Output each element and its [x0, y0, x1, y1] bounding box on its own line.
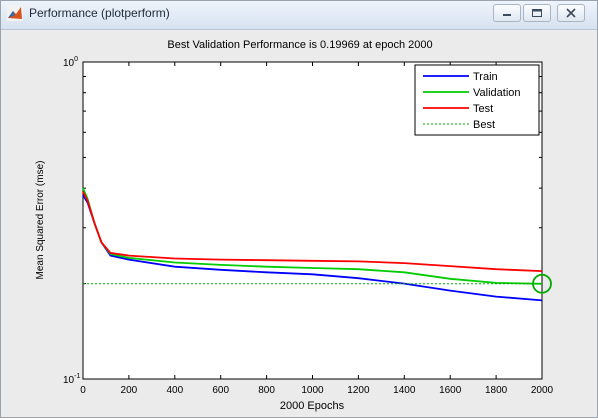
matlab-app-icon: [7, 5, 23, 21]
best-point-marker: [532, 273, 552, 294]
window-title: Performance (plotperform): [29, 6, 170, 20]
title-bar[interactable]: Performance (plotperform): [1, 1, 597, 30]
minimize-button[interactable]: [493, 4, 521, 22]
figure-area: Best Validation Performance is 0.19969 a…: [5, 30, 595, 415]
series-layer: [82, 187, 552, 302]
y-axis-label: Mean Squared Error (mse): [35, 161, 46, 280]
x-tick-label: 1000: [301, 385, 324, 396]
x-axis: 0 200 400 600 800 1000 1200 1400 1600 1800 2000: [80, 62, 554, 396]
y-tick-label: 100: [63, 56, 78, 69]
chart-title: Best Validation Performance is 0.19969 a…: [167, 39, 432, 51]
x-tick-label: 800: [258, 385, 275, 396]
x-tick-label: 2000: [531, 385, 554, 396]
legend: Train Validation Test Best: [414, 64, 540, 136]
close-icon: [566, 8, 576, 18]
x-axis-label: 2000 Epochs: [280, 400, 345, 412]
y-tick-label: 10-1: [63, 373, 80, 386]
x-tick-label: 200: [121, 385, 138, 396]
close-button[interactable]: [557, 4, 585, 22]
legend-label-train: Train: [473, 71, 498, 83]
x-tick-label: 1400: [393, 385, 416, 396]
maximize-icon: [532, 9, 542, 17]
legend-label-validation: Validation: [473, 87, 521, 99]
x-tick-label: 1600: [439, 385, 462, 396]
x-tick-label: 1200: [347, 385, 370, 396]
x-tick-label: 400: [166, 385, 183, 396]
maximize-button[interactable]: [523, 4, 551, 22]
x-tick-label: 600: [212, 385, 229, 396]
x-tick-label: 0: [80, 385, 86, 396]
performance-chart: Best Validation Performance is 0.19969 a…: [35, 39, 554, 412]
minimize-icon: [503, 14, 511, 16]
legend-label-best: Best: [473, 119, 495, 131]
series-line-test: [82, 191, 543, 272]
x-tick-label: 1800: [485, 385, 508, 396]
legend-label-test: Test: [473, 103, 493, 115]
